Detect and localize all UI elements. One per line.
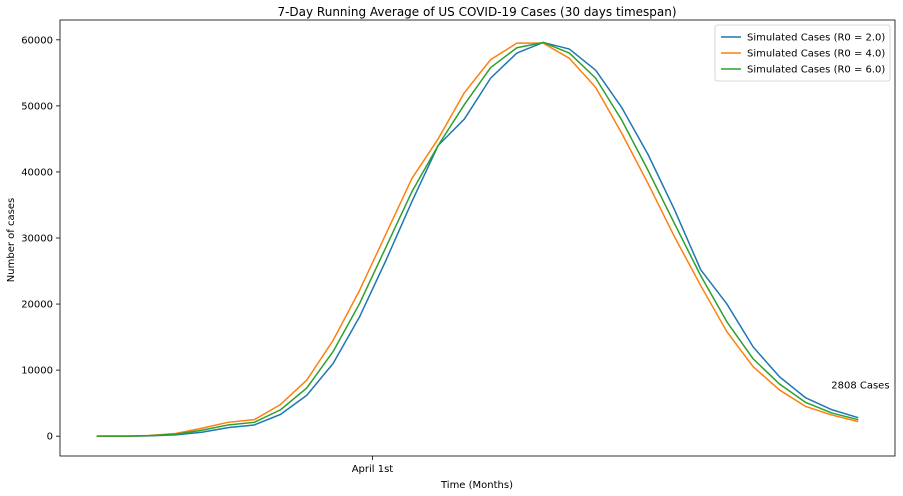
chart-title: 7-Day Running Average of US COVID-19 Cas…: [277, 5, 676, 19]
y-tick-label: 0: [47, 432, 53, 443]
legend-entry: Simulated Cases (R0 = 2.0): [747, 33, 885, 44]
x-tick-label: April 1st: [352, 464, 394, 475]
annotation-label: 2808 Cases: [831, 381, 889, 392]
x-axis-ticks: April 1st: [352, 456, 394, 475]
legend-entry: Simulated Cases (R0 = 4.0): [747, 49, 885, 60]
plot-area: [59, 19, 896, 457]
series-line-1: [96, 41, 859, 437]
y-tick-label: 10000: [21, 366, 53, 377]
legend-entry: Simulated Cases (R0 = 6.0): [747, 65, 885, 76]
y-axis-ticks: 0 10000 20000 30000 40000 50000 60000: [21, 35, 60, 443]
y-axis-label: Number of cases: [6, 198, 17, 282]
y-tick-label: 40000: [21, 167, 53, 178]
y-tick-label: 30000: [21, 234, 53, 245]
y-tick-label: 50000: [21, 101, 53, 112]
series-line-3: [96, 41, 859, 437]
series-lines: [96, 41, 859, 437]
y-tick-label: 60000: [21, 35, 53, 46]
annotations: 2808 Cases: [831, 381, 889, 392]
x-axis-label: Time (Months): [440, 480, 513, 491]
y-tick-label: 20000: [21, 300, 53, 311]
legend-box: [714, 24, 891, 82]
series-line-2: [96, 42, 859, 437]
legend: Simulated Cases (R0 = 2.0) Simulated Case…: [714, 24, 891, 82]
